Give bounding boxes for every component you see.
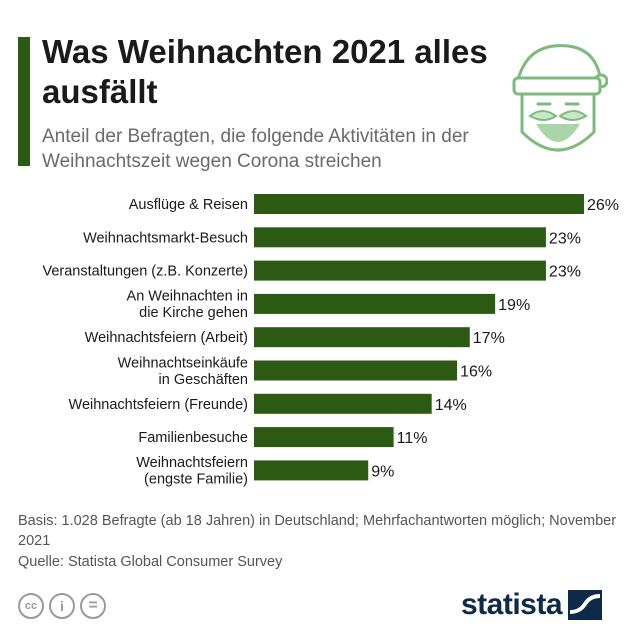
title-accent-bar (18, 37, 30, 166)
statista-logo-icon (568, 590, 603, 620)
bar (254, 360, 458, 381)
bar (254, 393, 432, 414)
category-label: Weihnachtsfeiern (Freunde) (69, 397, 248, 413)
license-icons: cc i = (18, 593, 106, 621)
bar (254, 460, 369, 481)
cc-icon[interactable]: cc (18, 593, 44, 619)
category-label: An Weihnachten in die Kirche gehen (127, 289, 248, 322)
chart-title: Was Weihnachten 2021 alles ausfällt (42, 33, 488, 110)
category-label: Weihnachtsfeiern (Arbeit) (85, 330, 248, 346)
bar (254, 260, 546, 281)
value-label: 19% (498, 297, 530, 314)
footer-basis-note: Basis: 1.028 Befragte (ab 18 Jahren) in … (18, 513, 617, 549)
bar (254, 327, 470, 348)
santa-illustration-icon (512, 44, 608, 152)
value-label: 23% (549, 230, 581, 247)
category-label: Familienbesuche (138, 430, 248, 446)
nd-icon[interactable]: = (80, 593, 106, 619)
by-icon[interactable]: i (49, 593, 75, 619)
value-label: 16% (460, 364, 492, 381)
value-label: 26% (587, 197, 619, 214)
chart-subtitle: Anteil der Befragten, die folgende Aktiv… (42, 126, 469, 172)
statista-logo[interactable]: statista (461, 588, 603, 622)
category-label: Weihnachtsfeiern (engste Familie) (136, 455, 248, 488)
category-label: Weihnachtsmarkt-Besuch (83, 230, 248, 246)
bar (254, 293, 496, 314)
value-label: 9% (371, 463, 394, 480)
value-label: 23% (549, 264, 581, 281)
bar (254, 194, 584, 214)
bar-chart: Ausflüge & Reisen 26% Weihnachtsmarkt-Besu… (42, 194, 619, 488)
bar (254, 227, 546, 248)
value-label: 14% (435, 397, 467, 414)
category-label: Veranstaltungen (z.B. Konzerte) (42, 264, 248, 280)
value-label: 11% (397, 430, 428, 447)
category-label: Weihnachtseinkäufe in Geschäften (118, 355, 248, 388)
value-label: 17% (473, 330, 505, 347)
footer-source-note: Quelle: Statista Global Consumer Survey (18, 554, 283, 570)
category-label: Ausflüge & Reisen (129, 197, 248, 213)
bar (254, 427, 394, 448)
statista-wordmark: statista (461, 588, 563, 621)
